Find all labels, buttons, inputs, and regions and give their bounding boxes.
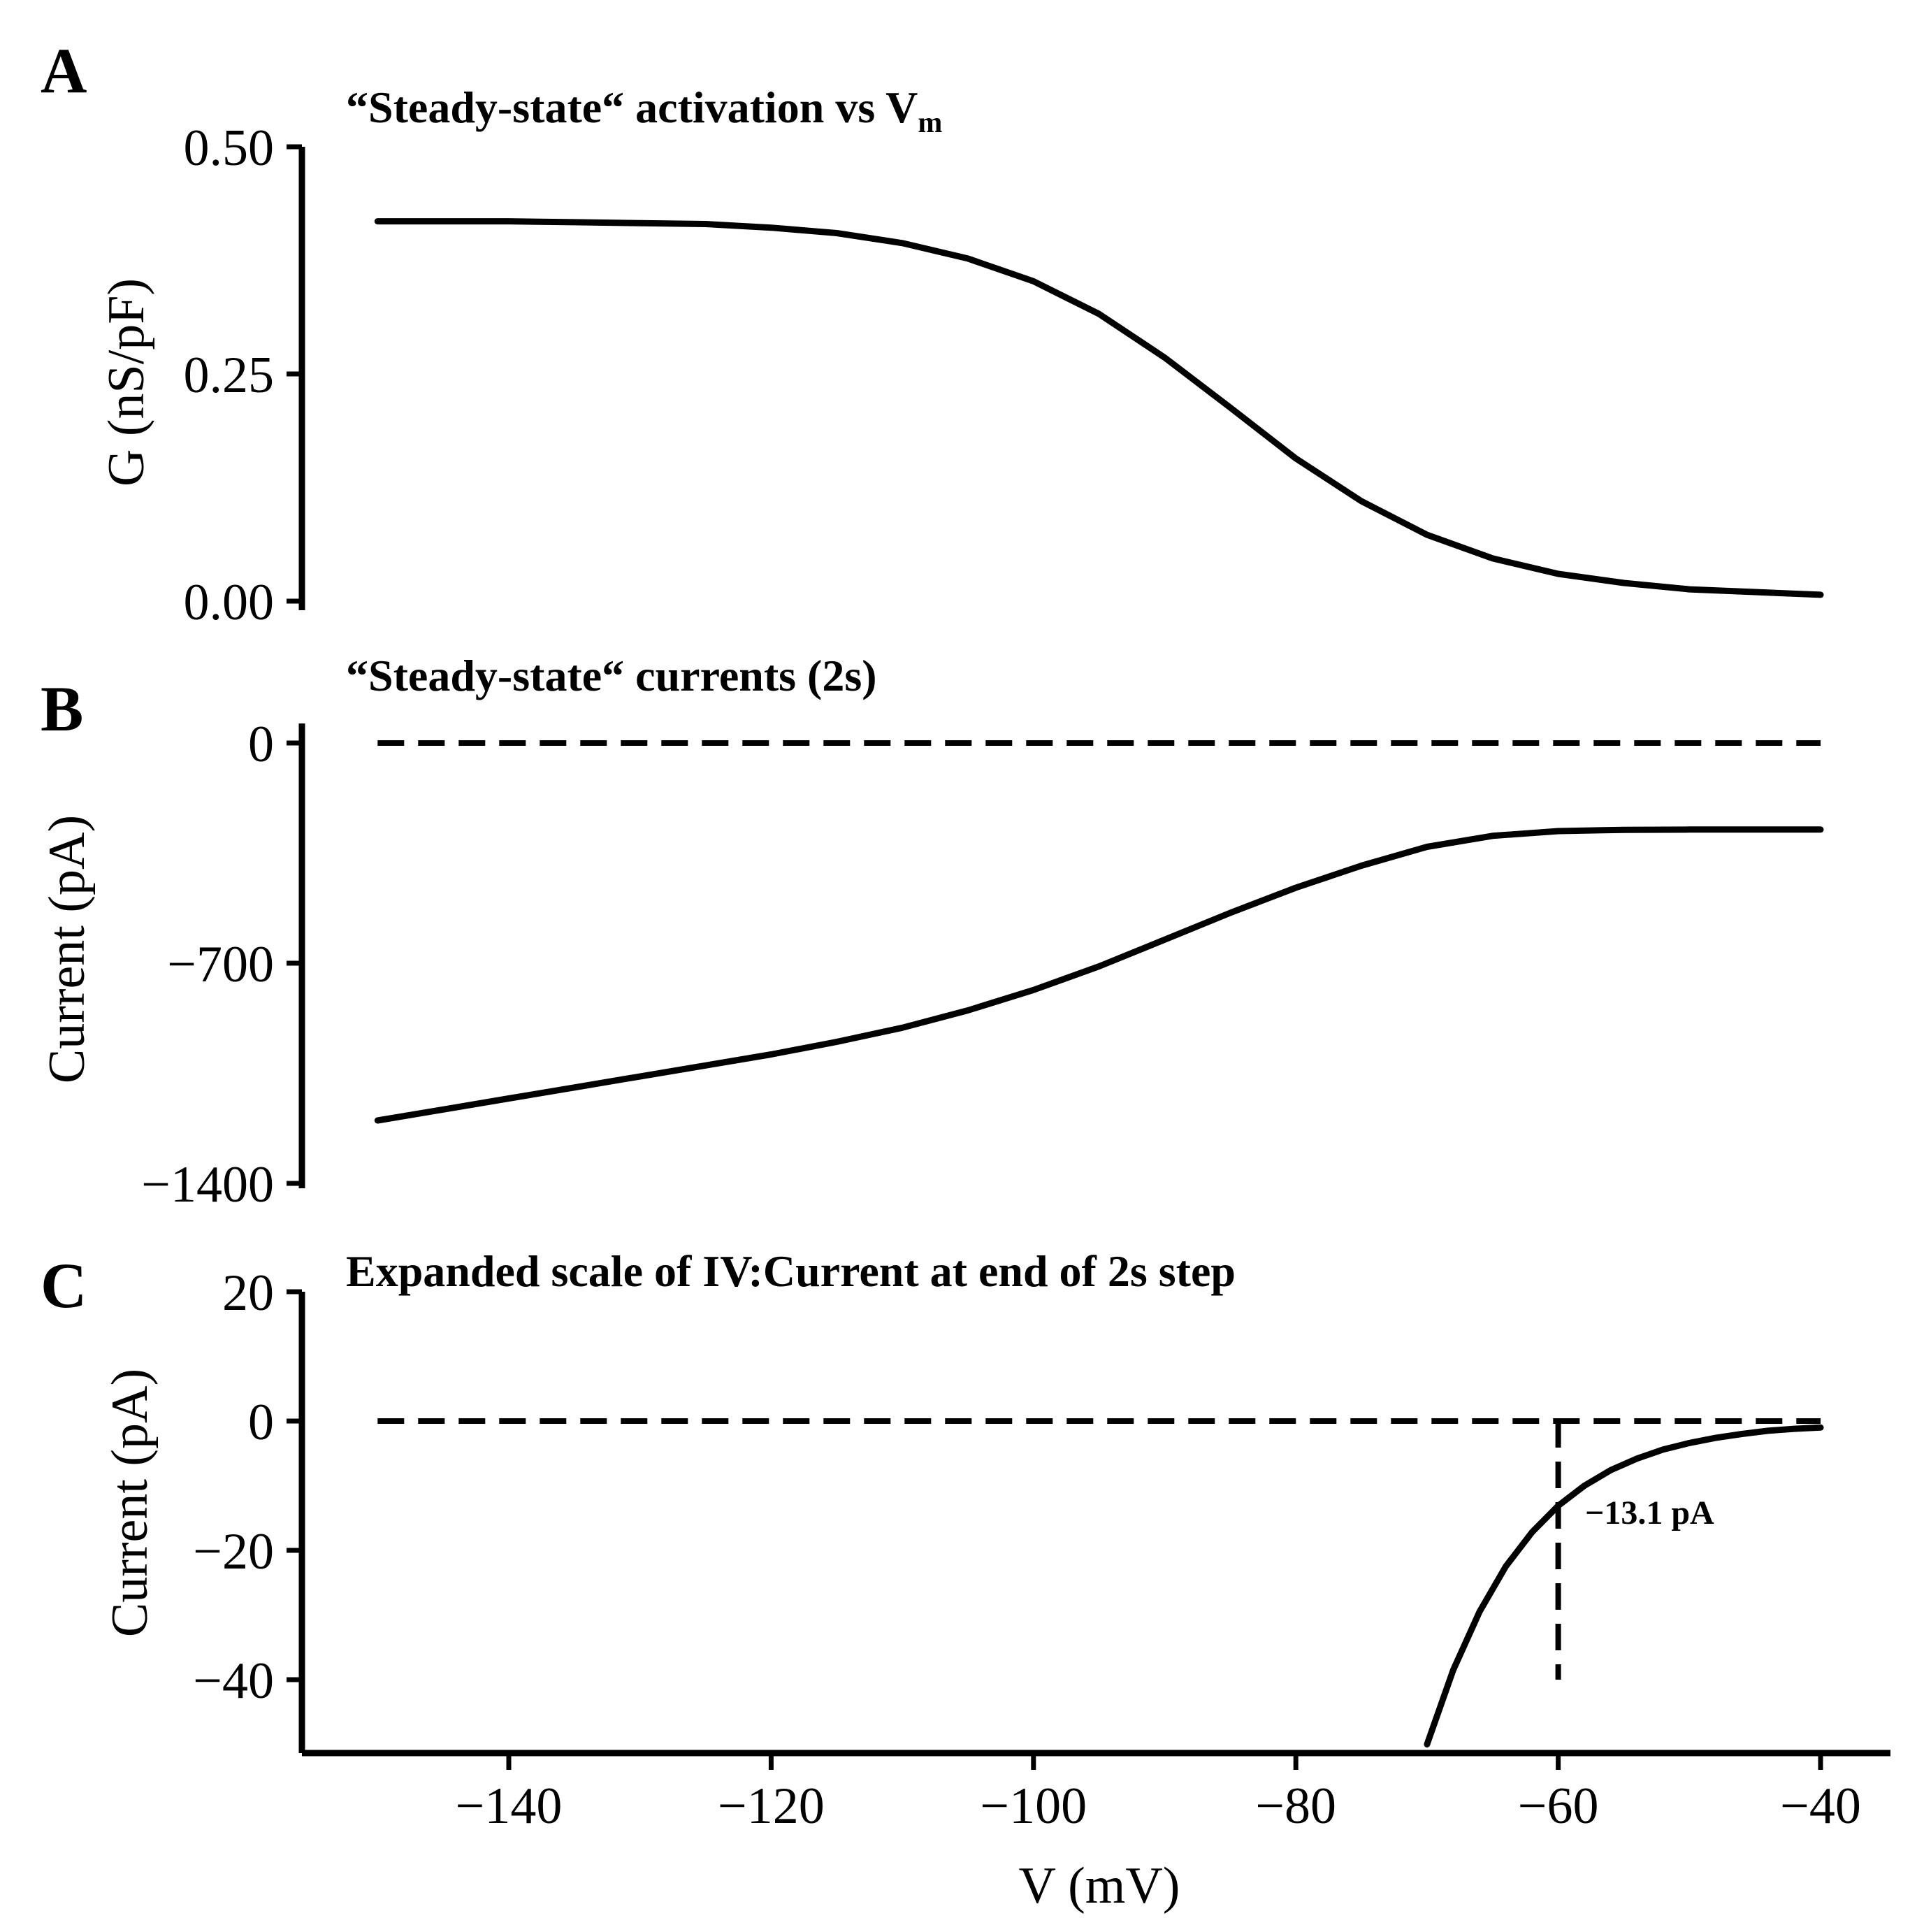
panel-c-x-tick-label: −120 — [718, 1778, 825, 1835]
panel-b-title: “Steady-state“ currents (2s) — [346, 651, 877, 700]
panel-letter-a: A — [41, 35, 87, 106]
panel-a-series-line — [374, 218, 1824, 598]
panel-a-title-subscript: m — [918, 107, 942, 139]
panel-a-title-main: “Steady-state“ activation vs V — [346, 82, 918, 132]
panel-c-y-tick-label: −40 — [193, 1652, 274, 1710]
panel-letter-b: B — [41, 673, 83, 744]
panel-a-y-tick-label: 0.50 — [184, 120, 275, 177]
panel-letter-c: C — [41, 1250, 87, 1321]
panel-c-y-tick-label: −20 — [193, 1523, 274, 1580]
panel-c-x-tick-label: −80 — [1255, 1778, 1336, 1835]
panel-a-y-tick-label: 0.25 — [184, 347, 275, 404]
panel-c-xlabel: V (mV) — [1019, 1857, 1180, 1915]
panel-b-y-tick-label: −700 — [167, 936, 274, 993]
axes-layer: 0.50 0.25 0.00 0 −700 −1400 20 0 −20 −40 −140 −120 −… — [141, 120, 1890, 1835]
panel-a-ylabel: G (nS/pF) — [98, 278, 155, 486]
panel-c-x-tick-label: −40 — [1780, 1778, 1861, 1835]
panel-a-y-tick-label: 0.00 — [184, 574, 275, 631]
panel-c-y-tick-label: 0 — [248, 1394, 274, 1451]
panel-b-y-tick-label: −1400 — [141, 1156, 274, 1213]
data-layer — [374, 218, 1824, 1747]
panel-c-series-line — [1424, 1424, 1824, 1747]
panel-b-y-tick-label: 0 — [248, 716, 274, 773]
panel-c-title: Expanded scale of IV:Current at end of 2… — [346, 1246, 1236, 1296]
panel-a-title: “Steady-state“ activation vs Vm — [346, 82, 942, 139]
panel-c-y-tick-label: 20 — [222, 1264, 274, 1322]
panel-c-x-tick-label: −100 — [980, 1778, 1087, 1835]
annotation-current-value: −13.1 pA — [1585, 1494, 1714, 1531]
panel-c-x-tick-label: −60 — [1518, 1778, 1599, 1835]
panel-b-series-line — [374, 826, 1824, 1124]
panel-b-ylabel: Current (pA) — [38, 815, 96, 1083]
panel-c-x-tick-label: −140 — [456, 1778, 563, 1835]
panel-c-ylabel: Current (pA) — [101, 1369, 159, 1637]
